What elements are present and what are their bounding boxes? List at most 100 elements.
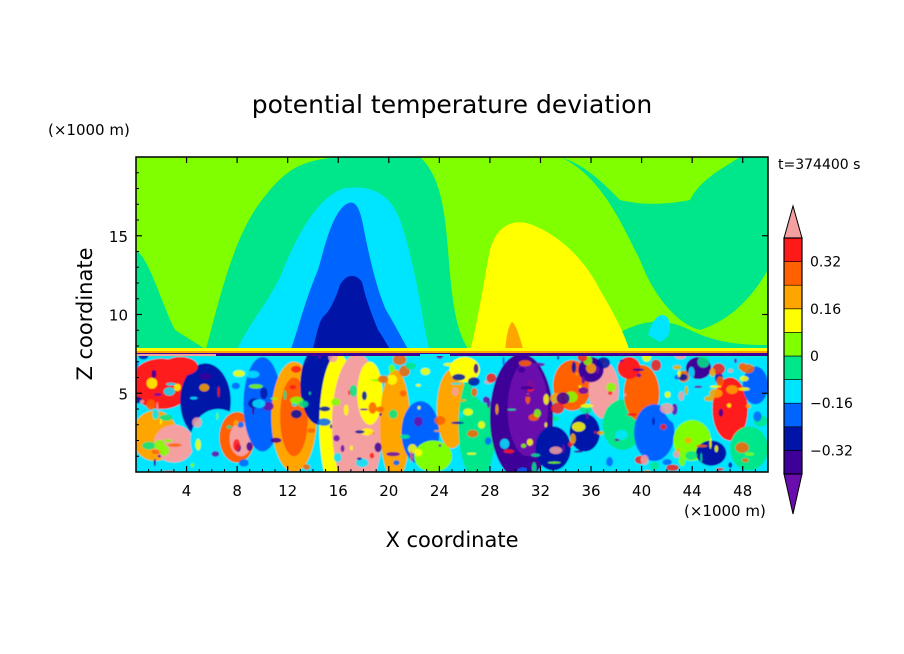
- field-texture: [463, 408, 473, 416]
- field-texture: [709, 367, 716, 377]
- field-blob: [730, 426, 768, 471]
- field-texture: [333, 435, 340, 442]
- field-texture: [361, 391, 367, 401]
- field-texture: [727, 368, 734, 373]
- y-unit-label: (×1000 m): [48, 121, 130, 139]
- field-texture: [466, 452, 477, 455]
- field-texture: [507, 408, 517, 411]
- field-texture: [738, 362, 747, 371]
- field-texture: [340, 444, 345, 453]
- field-texture: [571, 361, 577, 374]
- field-texture: [195, 438, 201, 451]
- field-texture: [331, 398, 341, 406]
- field-texture: [709, 385, 722, 389]
- y-axis-label: Z coordinate: [73, 247, 97, 380]
- field-texture: [405, 362, 417, 370]
- colorbar-frame: [783, 237, 803, 475]
- y-axis: 5 10 15: [109, 172, 768, 457]
- field-texture: [744, 452, 755, 456]
- x-tick-label: 12: [278, 482, 297, 500]
- field-texture: [647, 400, 651, 406]
- colorbar-band: [783, 237, 803, 262]
- colorbar-band: [783, 450, 803, 475]
- field-texture: [417, 405, 421, 410]
- field-texture: [556, 392, 570, 405]
- field-texture: [450, 382, 462, 385]
- field-texture: [551, 402, 565, 414]
- field-texture: [369, 452, 375, 459]
- upper-cyan-right-spots: [648, 315, 670, 342]
- field-blob: [414, 440, 452, 472]
- field-texture: [664, 391, 671, 398]
- field-texture: [190, 396, 198, 400]
- field-texture: [167, 443, 182, 447]
- field-texture: [543, 393, 550, 405]
- field-texture: [410, 451, 413, 463]
- field-texture: [163, 387, 176, 396]
- field-texture: [434, 416, 446, 425]
- field-texture: [145, 399, 156, 410]
- field-texture: [368, 402, 377, 414]
- field-texture: [502, 356, 505, 366]
- field-texture: [349, 384, 358, 397]
- field-blob: [357, 361, 383, 425]
- colorbar-band: [783, 308, 803, 333]
- upper-darkblue-plume: [312, 275, 392, 352]
- time-label: t=374400 s: [778, 157, 860, 173]
- field-texture: [233, 439, 241, 452]
- field-texture: [581, 375, 586, 384]
- field-blob: [617, 357, 641, 380]
- x-tick-label: 32: [531, 482, 550, 500]
- colorbar-band: [783, 355, 803, 380]
- field-texture: [678, 391, 685, 401]
- field-texture: [606, 456, 614, 467]
- field-texture: [343, 404, 349, 416]
- field-texture: [615, 429, 628, 440]
- field-texture: [726, 403, 732, 408]
- field-texture: [159, 418, 162, 425]
- field-texture: [677, 370, 681, 378]
- field-texture: [532, 362, 545, 367]
- field-texture: [388, 364, 395, 373]
- field-texture: [392, 356, 407, 366]
- field-texture: [623, 393, 627, 397]
- colorbar-label: 0: [810, 349, 819, 365]
- field-texture: [399, 390, 407, 397]
- field-texture: [270, 397, 278, 400]
- field-texture: [190, 463, 195, 468]
- field-texture: [709, 388, 723, 398]
- field-texture: [317, 418, 331, 426]
- field-texture: [716, 376, 724, 387]
- turbulence-patches: [136, 356, 768, 472]
- colorbar-label: 0.32: [810, 255, 841, 271]
- field-texture: [580, 403, 594, 408]
- field-texture: [678, 373, 688, 381]
- field-texture: [307, 428, 316, 433]
- field-texture: [217, 386, 220, 398]
- field-texture: [521, 443, 527, 448]
- field-texture: [712, 363, 725, 375]
- field-texture: [688, 366, 695, 379]
- field-texture: [684, 437, 692, 444]
- field-texture: [685, 451, 698, 461]
- field-texture: [640, 454, 649, 465]
- field-texture: [642, 356, 652, 362]
- field-texture: [199, 373, 212, 380]
- field-texture: [139, 399, 145, 404]
- colorbar-band: [783, 426, 803, 451]
- field-texture: [226, 425, 232, 429]
- field-texture: [270, 437, 282, 443]
- field-texture: [495, 403, 499, 415]
- field-texture: [674, 356, 686, 360]
- x-axis-label: X coordinate: [385, 528, 518, 552]
- field-texture: [650, 359, 662, 372]
- field-texture: [531, 453, 541, 457]
- field-texture: [349, 445, 353, 451]
- field-texture: [694, 385, 703, 389]
- x-tick-label: 36: [581, 482, 600, 500]
- field-texture: [318, 356, 322, 359]
- field-texture: [264, 460, 268, 472]
- field-texture: [585, 363, 597, 374]
- field-texture: [739, 375, 749, 382]
- field-texture: [328, 356, 338, 363]
